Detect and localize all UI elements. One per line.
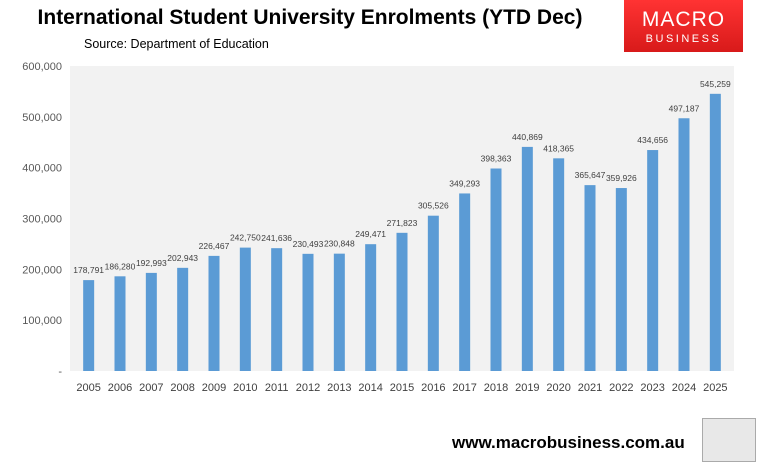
logo-line2: BUSINESS — [645, 33, 722, 45]
bar-2025 — [709, 93, 721, 372]
bar-2008 — [177, 267, 189, 371]
data-label: 226,467 — [199, 241, 230, 251]
x-tick-label: 2009 — [202, 382, 226, 394]
data-label: 230,493 — [293, 239, 324, 249]
x-tick-label: 2007 — [139, 382, 163, 394]
x-tick-label: 2016 — [421, 382, 445, 394]
bar-2010 — [239, 247, 251, 371]
website-url: www.macrobusiness.com.au — [452, 433, 685, 452]
x-tick-label: 2021 — [578, 382, 602, 394]
bar-2005 — [83, 280, 95, 371]
data-label: 178,791 — [73, 265, 104, 275]
bar-2012 — [302, 253, 314, 371]
bar-2013 — [333, 253, 345, 371]
x-tick-label: 2012 — [296, 382, 320, 394]
bar-2009 — [208, 255, 220, 371]
bar-2015 — [396, 232, 408, 371]
macrobusiness-logo: MACRO BUSINESS — [624, 0, 743, 52]
data-label: 202,943 — [167, 253, 198, 263]
bar-2024 — [678, 118, 690, 371]
bar-2018 — [490, 168, 502, 371]
bar-2022 — [615, 188, 627, 371]
bar-2016 — [427, 215, 439, 371]
x-tick-label: 2025 — [703, 382, 727, 394]
x-tick-label: 2017 — [452, 382, 476, 394]
y-tick-label: 200,000 — [22, 264, 62, 276]
y-tick-label: 100,000 — [22, 315, 62, 327]
data-label: 192,993 — [136, 258, 167, 268]
data-label: 359,926 — [606, 173, 637, 183]
data-label: 186,280 — [105, 261, 136, 271]
bar-2007 — [145, 272, 157, 371]
x-tick-label: 2022 — [609, 382, 633, 394]
data-label: 398,363 — [481, 153, 512, 163]
x-tick-label: 2018 — [484, 382, 508, 394]
x-tick-label: 2020 — [546, 382, 570, 394]
y-tick-label: - — [58, 366, 62, 378]
data-label: 545,259 — [700, 79, 731, 89]
data-label: 434,656 — [637, 135, 668, 145]
data-label: 249,471 — [355, 229, 386, 239]
x-tick-label: 2014 — [358, 382, 382, 394]
x-tick-label: 2024 — [672, 382, 696, 394]
x-tick-label: 2015 — [390, 382, 414, 394]
y-tick-label: 600,000 — [22, 61, 62, 73]
data-label: 440,869 — [512, 132, 543, 142]
data-label: 271,823 — [387, 218, 418, 228]
bar-2006 — [114, 276, 126, 371]
bar-2014 — [365, 244, 377, 371]
x-tick-label: 2011 — [265, 382, 289, 394]
data-label: 305,526 — [418, 201, 449, 211]
x-tick-label: 2006 — [108, 382, 132, 394]
wolf-logo-image — [702, 418, 756, 462]
data-label: 242,750 — [230, 233, 261, 243]
x-tick-label: 2013 — [327, 382, 351, 394]
data-label: 241,636 — [261, 233, 292, 243]
data-label: 497,187 — [669, 103, 700, 113]
bar-2023 — [647, 150, 659, 371]
x-tick-label: 2023 — [640, 382, 664, 394]
bar-2019 — [521, 146, 533, 371]
chart-title: International Student University Enrolme… — [37, 6, 583, 29]
x-tick-label: 2019 — [515, 382, 539, 394]
y-tick-label: 500,000 — [22, 112, 62, 124]
data-label: 349,293 — [449, 178, 480, 188]
x-tick-label: 2008 — [170, 382, 194, 394]
data-label: 365,647 — [575, 170, 606, 180]
data-label: 230,848 — [324, 239, 355, 249]
bar-2021 — [584, 185, 596, 371]
y-tick-label: 300,000 — [22, 214, 62, 226]
bar-2017 — [459, 193, 471, 371]
logo-line1: MACRO — [641, 8, 726, 31]
bar-2020 — [553, 158, 565, 371]
source-note: Source: Department of Education — [84, 37, 269, 51]
x-tick-label: 2005 — [76, 382, 100, 394]
bar-2011 — [271, 248, 283, 371]
y-tick-label: 400,000 — [22, 163, 62, 175]
data-label: 418,365 — [543, 143, 574, 153]
x-tick-label: 2010 — [233, 382, 257, 394]
